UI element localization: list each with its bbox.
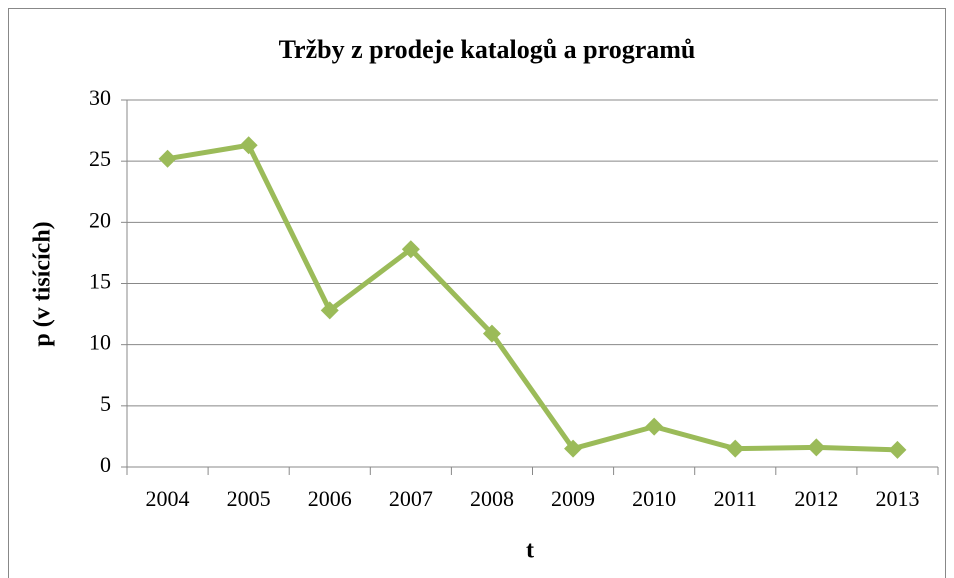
- x-axis-label: t: [526, 538, 534, 564]
- y-tick-label: 5: [100, 391, 111, 416]
- chart-frame: [8, 8, 946, 578]
- x-tick-label: 2006: [308, 486, 352, 511]
- x-tick-label: 2007: [389, 486, 433, 511]
- data-line: [167, 142, 898, 453]
- y-tick-label: 20: [89, 207, 111, 232]
- data-point: [239, 136, 258, 155]
- x-tick-label: 2011: [714, 486, 757, 511]
- x-tick-label: 2004: [146, 486, 190, 511]
- data-point: [482, 324, 501, 343]
- data-point: [401, 240, 420, 259]
- x-tick-label: 2008: [470, 486, 514, 511]
- x-tick-label: 2005: [227, 486, 271, 511]
- y-tick-label: 15: [89, 269, 111, 294]
- chart-title: Tržby z prodeje katalogů a programů: [279, 35, 696, 64]
- x-tick-label: 2010: [632, 486, 676, 511]
- y-tick-label: 30: [89, 85, 111, 110]
- x-tick-label: 2013: [875, 486, 919, 511]
- data-point: [320, 301, 339, 320]
- y-axis-label: p (v tisících): [30, 221, 56, 346]
- data-point: [888, 440, 907, 459]
- x-tick-label: 2012: [794, 486, 838, 511]
- data-point: [645, 417, 664, 436]
- y-tick-label: 25: [89, 146, 111, 171]
- data-point: [564, 439, 583, 458]
- data-point: [807, 438, 826, 457]
- data-point: [158, 149, 177, 168]
- x-tick-label: 2009: [551, 486, 595, 511]
- data-point: [726, 439, 745, 458]
- y-tick-label: 10: [89, 330, 111, 355]
- y-tick-label: 0: [100, 452, 111, 477]
